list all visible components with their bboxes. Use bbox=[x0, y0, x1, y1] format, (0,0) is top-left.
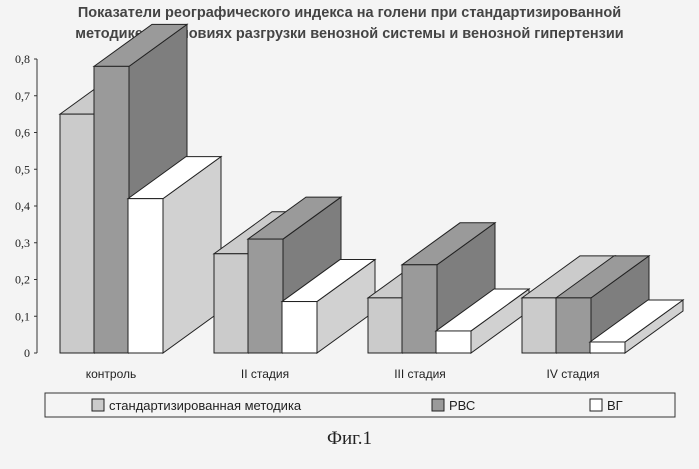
category-label: IV стадия bbox=[547, 367, 600, 381]
y-tick-label: 0,4 bbox=[15, 199, 30, 213]
y-tick-label: 0,6 bbox=[15, 126, 30, 140]
y-tick-label: 0,1 bbox=[15, 309, 30, 323]
bar bbox=[282, 302, 317, 353]
bar-chart: 0 0,1 0,2 0,3 0,4 0,5 0,6 0,7 0,8 контроль II стад… bbox=[0, 0, 699, 425]
y-tick-label: 0,8 bbox=[15, 52, 30, 66]
legend-swatch bbox=[432, 399, 444, 411]
legend-label: ВГ bbox=[607, 398, 623, 413]
y-tick-label: 0,7 bbox=[15, 89, 30, 103]
bar bbox=[94, 66, 129, 353]
category-label: II стадия bbox=[241, 367, 289, 381]
legend: стандартизированная методика РВС ВГ bbox=[45, 393, 675, 417]
bar bbox=[436, 331, 471, 353]
bar bbox=[248, 239, 283, 353]
bar bbox=[60, 114, 95, 353]
bar bbox=[128, 199, 163, 353]
y-tick-label: 0,3 bbox=[15, 236, 30, 250]
figure-caption: Фиг.1 bbox=[0, 428, 699, 450]
y-tick-label: 0,5 bbox=[15, 162, 30, 176]
y-tick-label: 0 bbox=[24, 346, 30, 360]
bar bbox=[214, 254, 249, 353]
category-label: контроль bbox=[86, 367, 137, 381]
legend-label: стандартизированная методика bbox=[109, 398, 302, 413]
bar bbox=[522, 298, 557, 353]
category-label: III стадия bbox=[394, 367, 446, 381]
bar bbox=[368, 298, 403, 353]
bar bbox=[590, 342, 625, 353]
legend-label: РВС bbox=[449, 398, 475, 413]
bar bbox=[402, 265, 437, 353]
legend-swatch bbox=[92, 399, 104, 411]
y-tick-label: 0,2 bbox=[15, 273, 30, 287]
bar bbox=[556, 298, 591, 353]
legend-swatch bbox=[590, 399, 602, 411]
